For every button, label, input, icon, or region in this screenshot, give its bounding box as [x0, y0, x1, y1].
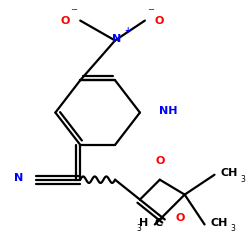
Text: O: O	[61, 16, 70, 26]
Text: C: C	[154, 218, 162, 228]
Text: CH: CH	[221, 168, 238, 178]
Text: N: N	[112, 34, 121, 44]
Text: +: +	[124, 26, 130, 35]
Text: 3: 3	[231, 224, 235, 234]
Text: −: −	[148, 5, 154, 14]
Text: 3: 3	[240, 175, 246, 184]
Text: NH: NH	[158, 106, 177, 116]
Text: N: N	[14, 174, 23, 184]
Text: O: O	[155, 156, 164, 166]
Text: H: H	[139, 218, 148, 228]
Text: −: −	[70, 5, 78, 14]
Text: O: O	[155, 16, 164, 26]
Text: CH: CH	[211, 218, 228, 228]
Text: O: O	[176, 213, 185, 223]
Text: 3: 3	[136, 224, 141, 234]
